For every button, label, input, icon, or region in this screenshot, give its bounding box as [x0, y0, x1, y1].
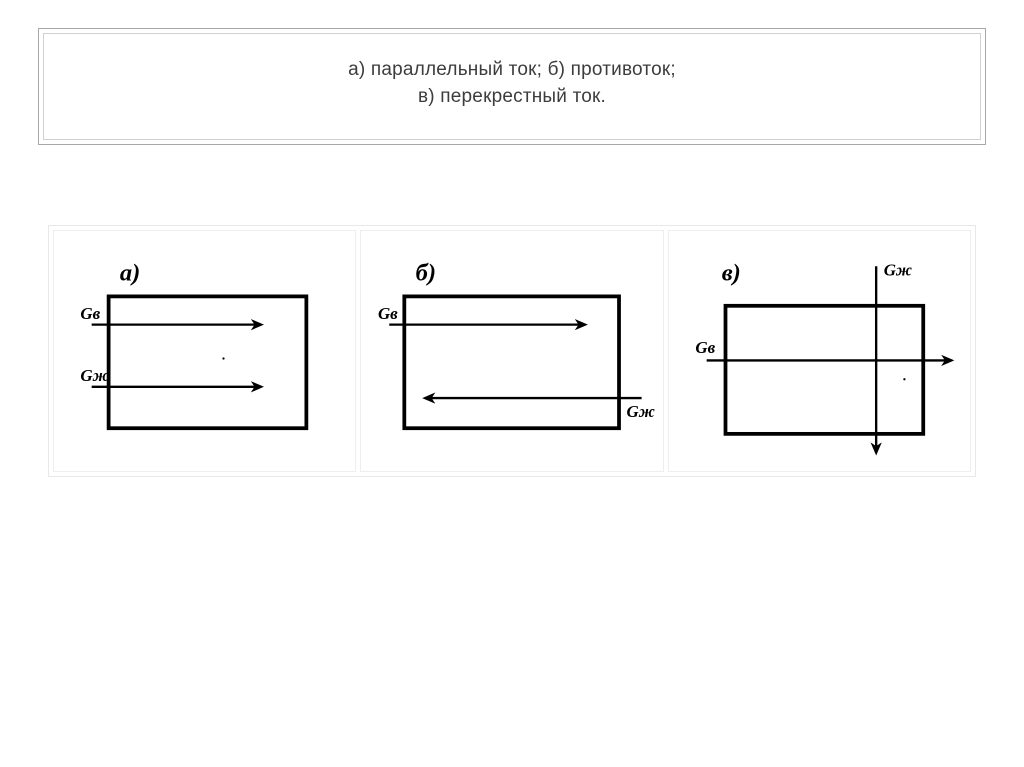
diagram-c-sym-horizontal: Gв	[695, 338, 715, 357]
diagram-b-panel: б) Gв Gж	[360, 230, 663, 472]
diagram-c-panel: в) Gв Gж	[668, 230, 971, 472]
title-line-1: а) параллельный ток; б) противоток;	[49, 57, 975, 84]
diagram-c-sym-vertical: Gж	[883, 261, 911, 280]
spec-dot-icon	[222, 358, 224, 360]
diagram-a-panel: а) Gв Gж	[53, 230, 356, 472]
diagram-a-rect	[109, 297, 307, 429]
diagram-c-label: в)	[721, 260, 740, 287]
diagram-b-sym-bottom: Gж	[627, 402, 655, 421]
page-root: а) параллельный ток; б) противоток; в) п…	[0, 0, 1024, 767]
diagram-b-rect	[405, 297, 620, 429]
diagram-a-sym-top: Gв	[80, 304, 100, 323]
title-box: а) параллельный ток; б) противоток; в) п…	[38, 28, 986, 145]
diagrams-row: а) Gв Gж	[53, 230, 971, 472]
diagram-c-rect	[725, 306, 923, 434]
diagrams-container: а) Gв Gж	[48, 225, 976, 477]
diagram-b-svg: б) Gв Gж	[361, 231, 662, 471]
diagram-c-svg: в) Gв Gж	[669, 231, 970, 471]
diagram-b-sym-top: Gв	[378, 304, 398, 323]
spec-dot-icon	[903, 378, 905, 380]
diagram-a-sym-bottom: Gж	[80, 366, 108, 385]
diagram-a-svg: а) Gв Gж	[54, 231, 355, 471]
diagram-a-label: а)	[120, 260, 140, 287]
title-line-2: в) перекрестный ток.	[49, 84, 975, 111]
diagram-b-label: б)	[416, 260, 436, 287]
